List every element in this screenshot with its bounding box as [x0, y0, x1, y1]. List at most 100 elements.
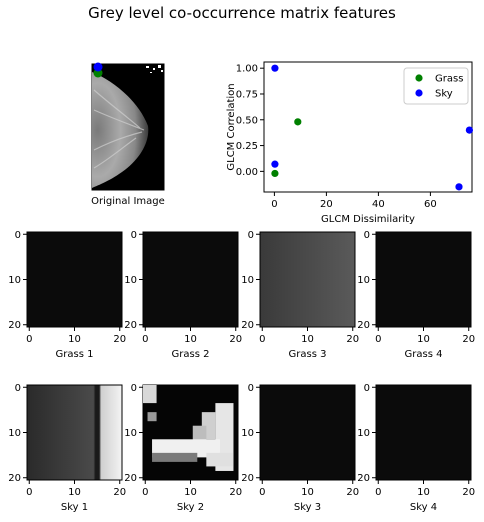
legend-label-sky: Sky	[435, 89, 453, 100]
patch-x-tick-label: 20	[113, 487, 126, 498]
legend-label-grass: Grass	[435, 74, 463, 85]
patch-x-tick-label: 10	[417, 334, 430, 345]
patch-label: Grass 1	[56, 349, 94, 360]
scatter-x-ticks: 0 20 40 60	[271, 192, 437, 210]
patch-label: Sky 3	[294, 502, 321, 513]
patch-y-tick-label: 0	[131, 230, 137, 241]
scatter-x-label: GLCM Dissimilarity	[321, 214, 415, 225]
patch-y-tick-label: 0	[131, 383, 137, 394]
patch-x-tick-label: 10	[184, 334, 197, 345]
patch-x-tick-label: 20	[346, 487, 359, 498]
scatter-points	[271, 64, 473, 191]
patch-x-tick-label: 10	[301, 487, 314, 498]
patch-y-tick-label: 10	[357, 428, 370, 439]
patch-panel: 0 10 20 0 10 20 Grass 4	[357, 230, 475, 360]
point-grass	[294, 118, 302, 126]
scatter-x-tick-label: 40	[372, 199, 385, 210]
patch-x-tick-label: 10	[68, 334, 81, 345]
patch-image	[375, 384, 472, 481]
patch-shape-block	[206, 452, 234, 467]
legend-marker-grass	[415, 74, 423, 82]
patch-y-tick-label: 0	[15, 383, 21, 394]
point-grass	[271, 169, 279, 178]
mammogram-strands	[93, 89, 145, 169]
patch-y-tick-label: 0	[15, 230, 21, 241]
patch-y-tick-label: 10	[124, 428, 137, 439]
point-sky	[465, 126, 473, 134]
scatter-legend: Grass Sky	[403, 67, 469, 105]
patch-y-tick-label: 0	[364, 383, 370, 394]
patch-y-tick-label: 20	[8, 473, 21, 484]
patch-y-tick-label: 20	[241, 473, 254, 484]
patch-x-tick-label: 0	[375, 487, 381, 498]
patch-x-tick-label: 20	[229, 334, 242, 345]
patch-x-tick-label: 0	[375, 334, 381, 345]
patch-y-tick-label: 0	[248, 383, 254, 394]
original-image-caption: Original Image	[91, 196, 165, 207]
patch-y-tick-label: 10	[357, 275, 370, 286]
patch-y-tick-label: 20	[124, 320, 137, 331]
patch-image	[375, 231, 472, 328]
patch-image	[26, 231, 123, 328]
point-sky	[271, 64, 279, 72]
scatter-y-tick-label: 0.75	[236, 89, 258, 100]
patch-y-tick-label: 20	[357, 320, 370, 331]
patch-x-tick-label: 0	[142, 487, 148, 498]
original-image-panel: Original Image	[91, 62, 165, 207]
white-speckles	[146, 65, 163, 73]
patch-x-tick-label: 20	[346, 334, 359, 345]
scatter-x-tick-label: 0	[271, 199, 277, 210]
patch-y-tick-label: 0	[364, 230, 370, 241]
scatter-y-label: GLCM Correlation	[226, 83, 237, 170]
patch-y-tick-label: 10	[241, 428, 254, 439]
patch-x-tick-label: 0	[259, 334, 265, 345]
patch-panel: 0 10 20 0 10 20 Sky 4	[357, 383, 475, 513]
scatter-panel: 0 20 40 60 0.00 0.25 0.50 0.75 1.00 GLCM Dissim…	[226, 61, 473, 225]
patch-panel: 0 10 20 0 10 20 Sky 3	[241, 383, 359, 513]
scatter-y-tick-label: 1.00	[236, 64, 258, 75]
patch-y-tick-label: 10	[8, 275, 21, 286]
scatter-y-ticks: 0.00 0.25 0.50 0.75 1.00	[236, 64, 264, 178]
patch-y-tick-label: 20	[124, 473, 137, 484]
patch-image	[26, 384, 123, 481]
patch-shape-block	[143, 385, 157, 404]
patch-x-tick-label: 20	[229, 487, 242, 498]
mammogram-tissue	[92, 72, 149, 188]
original-marker-sky	[93, 62, 103, 72]
point-sky	[455, 183, 463, 191]
patch-x-tick-label: 20	[462, 487, 475, 498]
patch-x-tick-label: 20	[462, 334, 475, 345]
scatter-y-tick-label: 0.25	[236, 141, 258, 152]
patch-label: Sky 4	[410, 502, 437, 513]
patch-x-tick-label: 0	[259, 487, 265, 498]
patch-panel: 0 10 20 0 10 20 Sky 1	[8, 383, 126, 513]
patch-shape-block	[152, 452, 198, 462]
figure-title: Grey level co-occurrence matrix features	[88, 4, 396, 22]
scatter-x-tick-label: 20	[320, 199, 333, 210]
patch-label: Grass 3	[289, 349, 327, 360]
patch-label: Grass 2	[172, 349, 210, 360]
patch-y-tick-label: 0	[248, 230, 254, 241]
patch-label: Sky 1	[61, 502, 88, 513]
patch-panel: 0 10 20 0 10 20 Grass 2	[124, 230, 242, 360]
patch-x-tick-label: 0	[26, 334, 32, 345]
patch-x-tick-label: 10	[68, 487, 81, 498]
patch-y-tick-label: 10	[8, 428, 21, 439]
patch-y-tick-label: 20	[8, 320, 21, 331]
patch-x-tick-label: 0	[142, 334, 148, 345]
patch-y-tick-label: 10	[241, 275, 254, 286]
patch-image	[259, 231, 356, 328]
patch-y-tick-label: 20	[241, 320, 254, 331]
patch-x-tick-label: 20	[113, 334, 126, 345]
patch-y-tick-label: 20	[357, 473, 370, 484]
patch-x-tick-label: 0	[26, 487, 32, 498]
patch-panel: 0 10 20 0 10 20 Grass 3	[241, 230, 359, 360]
patch-shape-block	[147, 412, 157, 422]
patch-image	[142, 231, 239, 328]
patch-x-tick-label: 10	[417, 487, 430, 498]
patch-label: Grass 4	[405, 349, 443, 360]
patch-panel: 0 10 20 0 10 20 Grass 1	[8, 230, 126, 360]
scatter-axes-frame	[263, 61, 473, 193]
